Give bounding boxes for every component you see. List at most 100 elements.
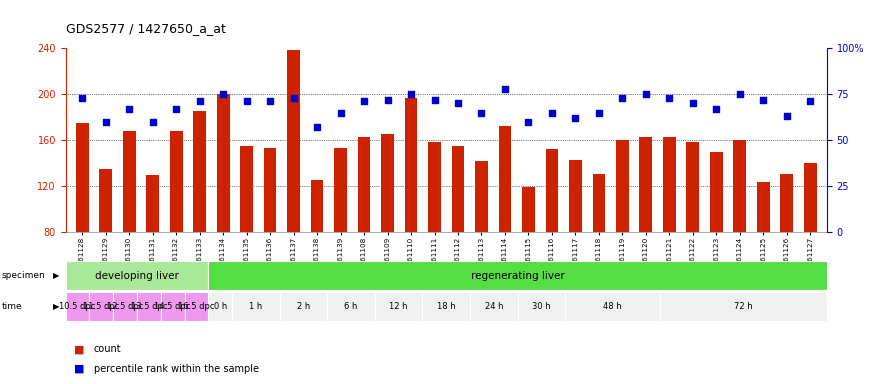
Bar [404,98,417,232]
Point [169,106,183,112]
Text: 12.5 dpc: 12.5 dpc [107,302,144,311]
Point [569,115,583,121]
Text: 48 h: 48 h [604,302,622,311]
Text: time: time [2,302,23,311]
Text: 72 h: 72 h [734,302,752,311]
Bar [381,134,394,232]
Text: count: count [94,344,122,354]
Bar [757,182,770,232]
Text: ▶: ▶ [52,302,59,311]
Bar [208,292,232,321]
Bar [470,292,518,321]
Point [592,109,606,116]
Bar [334,148,347,232]
Bar [518,292,565,321]
Point [428,96,442,103]
Point [662,95,676,101]
Bar [113,292,137,321]
Point [780,113,794,119]
Bar [569,160,582,232]
Text: 12 h: 12 h [389,302,408,311]
Point [263,98,277,104]
Point [310,124,324,130]
Text: GDS2577 / 1427650_a_at: GDS2577 / 1427650_a_at [66,22,226,35]
Point [545,109,559,116]
Bar [522,187,535,232]
Bar [66,261,208,290]
Text: 24 h: 24 h [485,302,503,311]
Bar [565,292,661,321]
Bar [616,140,629,232]
Point [145,119,159,125]
Text: 16.5 dpc: 16.5 dpc [178,302,214,311]
Bar [780,174,794,232]
Point [686,100,700,106]
Bar [640,137,653,232]
Bar [161,292,185,321]
Bar [193,111,206,232]
Text: 2 h: 2 h [297,302,310,311]
Bar [592,174,605,232]
Bar [217,94,229,232]
Point [240,98,254,104]
Point [615,95,629,101]
Point [522,119,536,125]
Text: 13.5 dpc: 13.5 dpc [130,302,167,311]
Text: developing liver: developing liver [95,270,178,281]
Point [733,91,747,97]
Point [474,109,488,116]
Point [286,95,300,101]
Point [192,98,206,104]
Point [451,100,465,106]
Bar [208,261,827,290]
Bar [263,148,276,232]
Text: regenerating liver: regenerating liver [471,270,564,281]
Text: ■: ■ [74,344,85,354]
Point [498,86,512,92]
Bar [663,137,676,232]
Bar [545,149,558,232]
Bar [733,140,746,232]
Bar [475,161,488,232]
Text: 1 h: 1 h [249,302,262,311]
Bar [146,175,159,232]
Bar [287,50,300,232]
Bar [423,292,470,321]
Bar [89,292,113,321]
Text: ■: ■ [74,364,85,374]
Text: 30 h: 30 h [532,302,550,311]
Point [357,98,371,104]
Bar [232,292,280,321]
Bar [137,292,161,321]
Bar [66,292,89,321]
Text: percentile rank within the sample: percentile rank within the sample [94,364,259,374]
Point [333,109,347,116]
Text: 0 h: 0 h [214,302,227,311]
Bar [452,146,465,232]
Bar [710,152,723,232]
Point [381,96,395,103]
Point [639,91,653,97]
Text: 6 h: 6 h [345,302,358,311]
Bar [170,131,183,232]
Bar [428,142,441,232]
Text: 14.5 dpc: 14.5 dpc [155,302,191,311]
Point [216,91,230,97]
Text: 18 h: 18 h [437,302,456,311]
Bar [240,146,253,232]
Text: ▶: ▶ [52,271,59,280]
Text: 10.5 dpc: 10.5 dpc [60,302,95,311]
Point [404,91,418,97]
Bar [327,292,374,321]
Bar [661,292,827,321]
Bar [311,180,324,232]
Bar [374,292,423,321]
Point [756,96,771,103]
Point [710,106,724,112]
Point [123,106,136,112]
Bar [280,292,327,321]
Text: 11.5 dpc: 11.5 dpc [83,302,120,311]
Point [803,98,817,104]
Point [75,95,89,101]
Bar [75,123,88,232]
